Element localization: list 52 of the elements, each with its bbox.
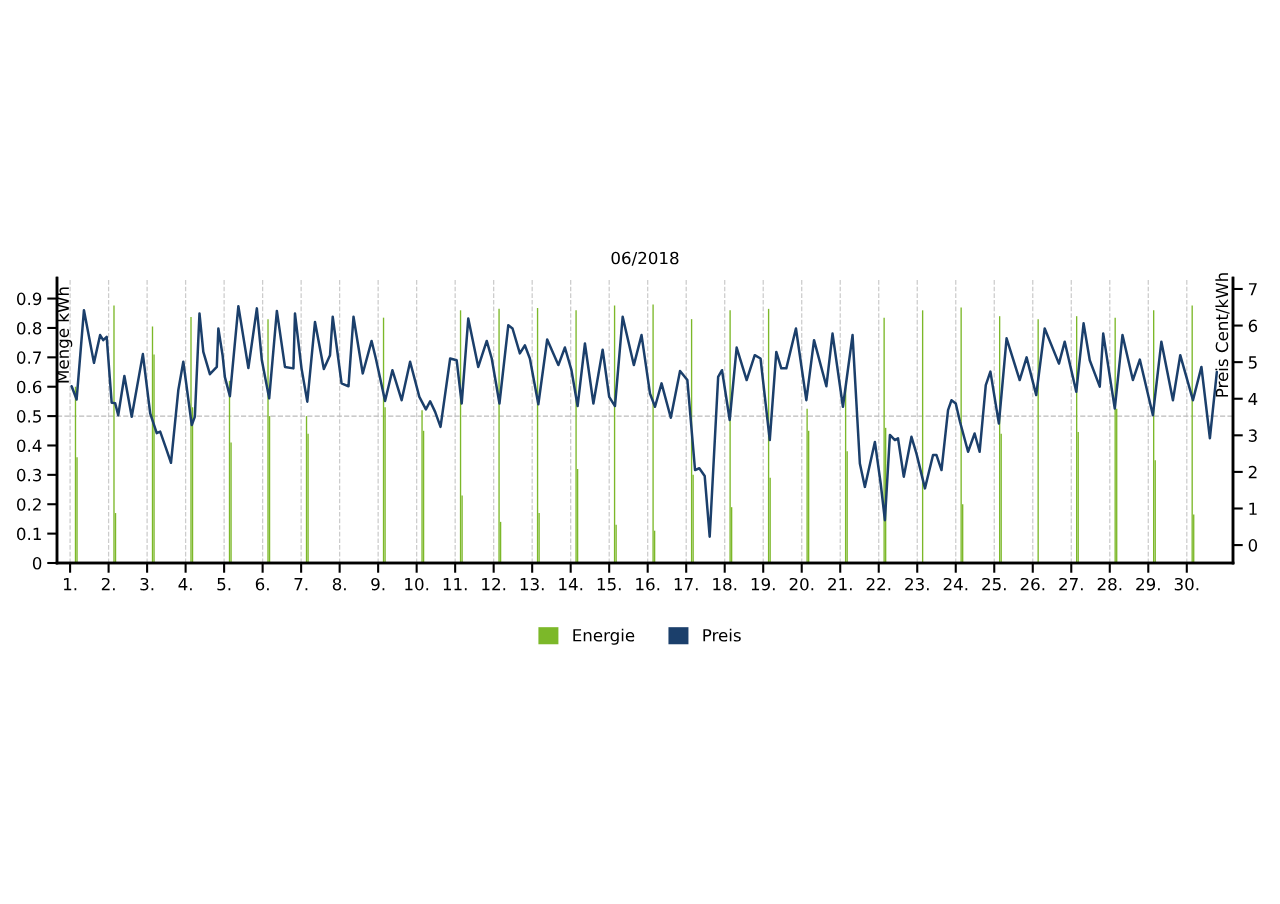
- x-tick-label: 16.: [636, 577, 660, 591]
- y-tick-label: 0.9: [17, 292, 42, 306]
- x-tick-label: 8.: [332, 577, 346, 591]
- x-tick-label: 2.: [101, 577, 115, 591]
- y2-tick-label: 5: [1248, 356, 1257, 369]
- chart-title: 06/2018: [611, 251, 679, 266]
- x-tick-label: 26.: [1020, 577, 1045, 591]
- y-tick-label: 0.8: [17, 321, 42, 335]
- x-tick-label: 13.: [520, 577, 544, 591]
- x-tick-label: 11.: [443, 578, 467, 591]
- x-tick-label: 9.: [371, 577, 385, 591]
- y-tick-label: 0.3: [17, 468, 42, 482]
- y2-tick-label: 7: [1248, 283, 1257, 296]
- x-tick-label: 15.: [597, 578, 621, 591]
- x-tick-label: 12.: [482, 577, 506, 591]
- x-tick-label: 24.: [943, 577, 968, 591]
- x-tick-label: 19.: [751, 577, 775, 591]
- x-tick-label: 20.: [789, 577, 814, 591]
- y-tick-label: 0.7: [17, 351, 41, 364]
- y2-axis-title: Preis Cent/kWh: [1215, 273, 1230, 397]
- y2-tick-label: 3: [1248, 429, 1257, 442]
- x-tick-label: 10.: [405, 577, 429, 591]
- x-tick-label: 3.: [140, 577, 154, 591]
- x-tick-label: 14.: [559, 578, 583, 591]
- x-tick-label: 1.: [63, 578, 77, 591]
- y2-tick-label: 1: [1249, 502, 1257, 515]
- x-tick-label: 6.: [255, 577, 269, 591]
- x-tick-label: 5.: [217, 578, 231, 591]
- y2-tick-label: 0: [1248, 539, 1258, 552]
- y-tick-label: 0: [32, 556, 42, 570]
- y-tick-label: 0.2: [17, 498, 41, 511]
- x-tick-label: 23.: [905, 577, 929, 591]
- x-tick-label: 30.: [1174, 577, 1199, 591]
- y-tick-label: 0.4: [17, 439, 42, 453]
- x-tick-label: 4.: [178, 578, 192, 591]
- y2-tick-label: 6: [1248, 319, 1258, 333]
- x-tick-label: 17.: [674, 578, 698, 591]
- x-tick-label: 22.: [866, 577, 891, 591]
- y-tick-label: 0.1: [17, 527, 41, 541]
- y2-tick-label: 2: [1248, 465, 1257, 479]
- x-tick-label: 29.: [1136, 577, 1160, 591]
- x-tick-label: 18.: [713, 577, 737, 591]
- y2-tick-label: 4: [1248, 392, 1258, 406]
- x-tick-label: 25.: [982, 577, 1006, 591]
- legend-label: Energie: [573, 628, 635, 645]
- legend-label: Preis: [703, 628, 741, 642]
- y-tick-label: 0.5: [17, 410, 41, 423]
- x-tick-label: 28.: [1097, 577, 1122, 591]
- y-tick-label: 0.6: [17, 380, 42, 394]
- x-tick-label: 21.: [828, 577, 852, 591]
- x-tick-label: 7.: [294, 578, 308, 591]
- x-tick-label: 27.: [1059, 577, 1083, 591]
